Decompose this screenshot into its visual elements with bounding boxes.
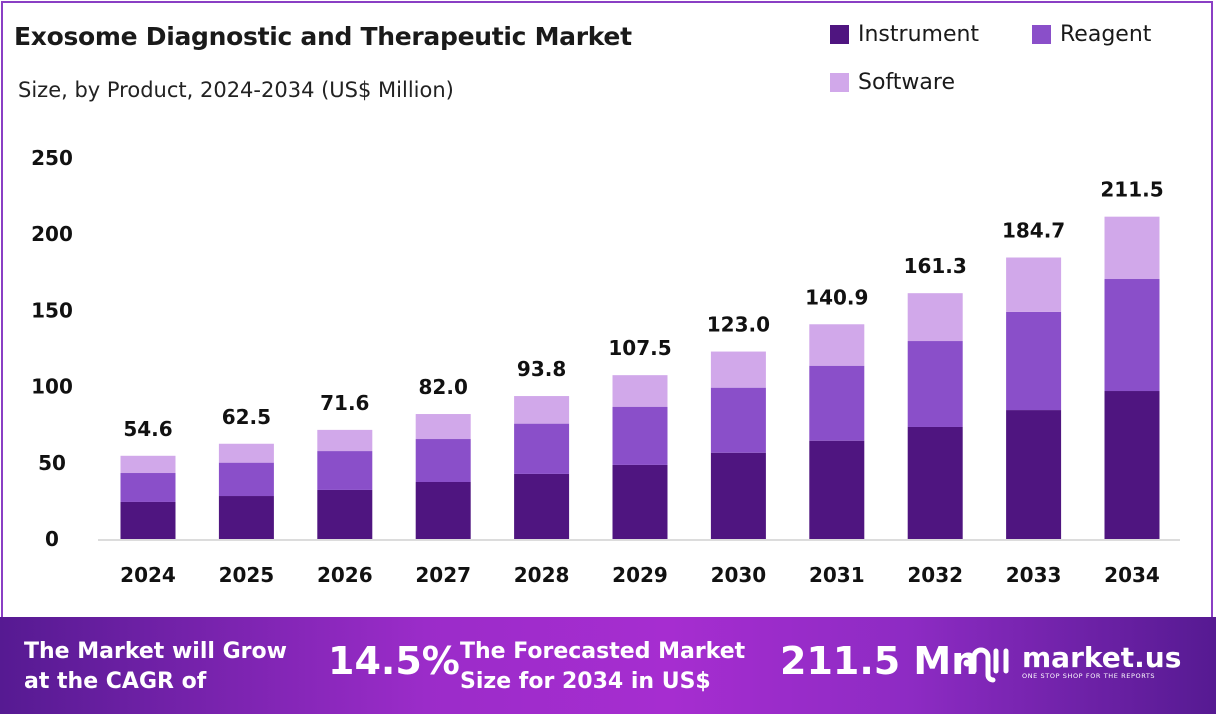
chart-title: Exosome Diagnostic and Therapeutic Marke… [14,22,632,51]
bar-segment-instrument [1006,410,1062,539]
legend-swatch [1032,25,1051,44]
x-tick-label: 2030 [711,563,767,587]
legend-label: Software [858,70,955,95]
total-label: 54.6 [123,417,172,441]
bar-segment-instrument [710,452,766,539]
y-tick-label: 50 [38,451,66,475]
forecast-label-line2: Size for 2034 in US$ [460,669,711,694]
forecast-label-line1: The Forecasted Market [460,639,746,664]
bar-segment-reagent [1104,279,1160,392]
total-label: 93.8 [517,357,566,381]
legend-item-reagent: Reagent [1032,22,1151,47]
legend-label: Reagent [1060,22,1152,47]
market-us-logo: market.us ONE STOP SHOP FOR THE REPORTS [962,641,1181,683]
bar-segment-reagent [218,462,274,497]
bar-segment-software [415,414,471,440]
bar-segment-instrument [809,440,865,539]
legend-swatch [830,25,849,44]
x-tick-label: 2034 [1104,563,1160,587]
bar-segment-reagent [809,365,865,441]
bar-segment-instrument [1104,391,1160,539]
chart-frame [1,1,1213,617]
x-tick-label: 2024 [120,563,176,587]
logo-tagline: ONE STOP SHOP FOR THE REPORTS [1022,672,1156,680]
x-tick-label: 2026 [317,563,373,587]
cagr-label-line1: The Market will Grow [24,639,287,664]
bar-segment-reagent [415,439,471,483]
legend-item-software: Software [830,70,955,95]
bar-segment-reagent [1006,311,1062,411]
bar-segment-reagent [907,341,963,427]
bar-segment-software [612,375,668,407]
bar-segment-software [907,293,963,342]
bar-segment-instrument [218,496,274,539]
total-label: 62.5 [222,405,271,429]
legend-label: Instrument [858,22,980,47]
cagr-label-line2: at the CAGR of [24,669,207,694]
logo-name: market.us [1022,641,1182,674]
forecast-label: The Forecasted Market Size for 2034 in US… [460,637,745,697]
x-tick-label: 2029 [612,563,668,587]
x-tick-label: 2031 [809,563,865,587]
legend-item-instrument: Instrument [830,22,979,47]
total-label: 71.6 [320,391,369,415]
chart-subtitle: Size, by Product, 2024-2034 (US$ Million… [18,78,454,102]
bar-segment-reagent [612,406,668,465]
bar-segment-instrument [907,426,963,539]
x-tick-label: 2032 [907,563,963,587]
cagr-value: 14.5% [328,639,460,683]
cagr-label: The Market will Grow at the CAGR of [24,637,287,697]
total-label: 211.5 [1100,178,1163,202]
bar-segment-software [1006,257,1062,312]
legend-swatch [830,73,849,92]
bar-segment-software [1104,216,1160,280]
x-tick-label: 2028 [514,563,570,587]
y-tick-label: 0 [45,527,59,551]
x-tick-label: 2027 [415,563,471,587]
summary-banner: The Market will Grow at the CAGR of 14.5%… [0,617,1216,714]
bar-segment-software [710,351,766,388]
total-label: 140.9 [805,285,868,309]
bar-segment-reagent [120,473,176,502]
x-tick-label: 2025 [219,563,275,587]
bar-segment-software [120,455,176,474]
bar-chart: 0 50 100 150 200 250 54.6 2024 62.5 2025 71.6 2026 8… [31,146,1180,587]
total-label: 82.0 [419,375,468,399]
total-label: 107.5 [608,336,671,360]
y-tick-label: 200 [31,222,73,246]
bar-segment-instrument [612,464,668,539]
logo-icon [963,647,1009,683]
y-tick-label: 150 [31,298,73,322]
bar-segment-reagent [514,423,570,474]
y-tick-label: 100 [31,375,73,399]
total-label: 161.3 [904,254,967,278]
bar-segment-software [317,429,373,452]
bar-segment-reagent [317,451,373,490]
bar-segment-instrument [120,501,176,539]
forecast-value: 211.5 Mn [780,639,979,683]
y-tick-label: 250 [31,146,73,170]
bar-segment-software [218,443,274,463]
bar-segment-instrument [415,482,471,539]
bar-segment-instrument [317,489,373,539]
total-label: 184.7 [1002,219,1065,243]
bar-segment-instrument [514,473,570,539]
total-label: 123.0 [707,313,770,337]
bar-segment-software [809,324,865,366]
bar-segment-reagent [710,387,766,453]
x-tick-label: 2033 [1006,563,1062,587]
bar-segment-software [514,396,570,424]
